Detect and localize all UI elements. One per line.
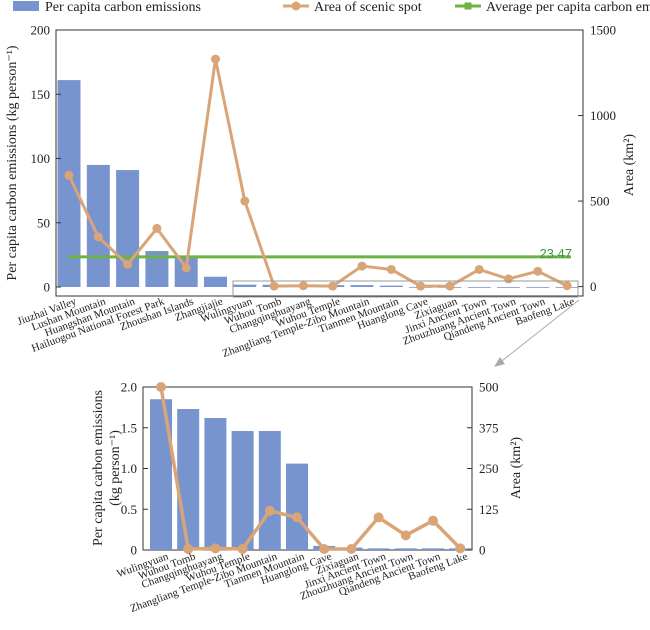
area-point [416, 281, 426, 291]
bar [116, 170, 140, 288]
bar [204, 417, 227, 550]
bar [204, 276, 227, 288]
area-point [237, 544, 248, 555]
top-y2-axis-label: Area (km²) [622, 134, 637, 196]
area-point [386, 264, 396, 274]
area-point [210, 543, 221, 554]
area-point [357, 261, 367, 271]
area-point [240, 196, 250, 206]
y2-tick-label: 1000 [590, 108, 616, 123]
area-point [152, 223, 162, 233]
bar [231, 431, 254, 550]
area-point [181, 263, 191, 273]
area-point [445, 281, 455, 291]
bar [367, 548, 390, 550]
bottom-chart: 00.51.01.52.00125250375500WulingyuanWuho… [91, 380, 524, 615]
y-tick-label: 1.0 [121, 461, 137, 476]
zoom-arrow-line [497, 299, 580, 365]
legend-avg-label: Average per capita carbon emissions [486, 0, 650, 15]
top-plot-frame [55, 29, 584, 297]
bar [394, 548, 417, 550]
area-point [562, 281, 572, 291]
bar [350, 285, 374, 288]
y-tick-label: 0 [44, 280, 51, 295]
zoom-arrow-head [494, 357, 505, 367]
area-point [400, 530, 411, 541]
area-point [455, 543, 466, 554]
area-point [346, 544, 357, 555]
legend: Per capita carbon emissions Area of scen… [13, 0, 650, 15]
bottom-y2-axis-label: Area (km²) [509, 437, 524, 499]
area-point [504, 274, 513, 284]
area-point [93, 232, 103, 242]
area-point [64, 170, 74, 180]
area-point [211, 54, 220, 64]
bottom-chart-marks: 00.51.01.52.00125250375500WulingyuanWuho… [115, 380, 498, 615]
y2-tick-label: 375 [479, 420, 499, 435]
bar [286, 463, 308, 550]
y2-tick-label: 250 [479, 461, 499, 476]
area-point [264, 505, 275, 516]
bar [467, 286, 491, 288]
y-tick-label: 100 [31, 151, 51, 166]
y2-tick-label: 0 [479, 543, 486, 558]
area-point [183, 544, 194, 555]
area-point [474, 264, 484, 274]
area-point [319, 544, 330, 555]
y2-tick-label: 500 [479, 380, 499, 395]
bar [177, 409, 200, 550]
area-point [156, 382, 166, 392]
area-point [328, 281, 338, 291]
bar [233, 284, 257, 288]
y-tick-label: 50 [37, 215, 50, 230]
average-value-label: 23.47 [539, 246, 572, 261]
y2-tick-label: 500 [590, 194, 610, 209]
y-tick-label: 200 [31, 23, 51, 38]
y2-tick-label: 125 [479, 502, 499, 517]
area-line [67, 58, 568, 288]
legend-bar-swatch [13, 1, 39, 11]
y-tick-label: 0.5 [121, 502, 137, 517]
legend-avg-marker [464, 2, 472, 10]
bar [86, 164, 110, 288]
y-tick-label: 150 [31, 87, 51, 102]
legend-line-marker [291, 1, 301, 11]
area-point [428, 515, 438, 526]
bar [379, 285, 403, 288]
zoom-indicator [232, 280, 580, 367]
y2-tick-label: 1500 [590, 23, 616, 38]
y-tick-label: 1.5 [121, 420, 137, 435]
area-point [292, 512, 302, 523]
legend-bar-label: Per capita carbon emissions [45, 0, 201, 15]
y-tick-label: 2.0 [121, 380, 137, 395]
bar [57, 80, 81, 288]
top-y-axis-label: Per capita carbon emissions (kg person⁻¹… [5, 45, 20, 280]
bar [150, 399, 172, 550]
y-tick-label: 0 [131, 543, 138, 558]
bar [526, 286, 550, 288]
legend-line-label: Area of scenic spot [314, 0, 422, 15]
bottom-y-axis-label-line2: (kg person⁻¹) [108, 430, 123, 506]
area-point [533, 266, 543, 276]
bar [145, 251, 169, 288]
y2-tick-label: 0 [590, 279, 597, 294]
bottom-y-axis-label-line1: Per capita carbon emissions [91, 390, 106, 546]
area-point [373, 512, 384, 523]
bar [258, 431, 281, 550]
bar [422, 548, 444, 550]
area-point [269, 281, 279, 291]
area-point [123, 259, 133, 269]
area-point [298, 281, 308, 291]
bar [497, 286, 520, 288]
zoom-box [232, 280, 579, 298]
